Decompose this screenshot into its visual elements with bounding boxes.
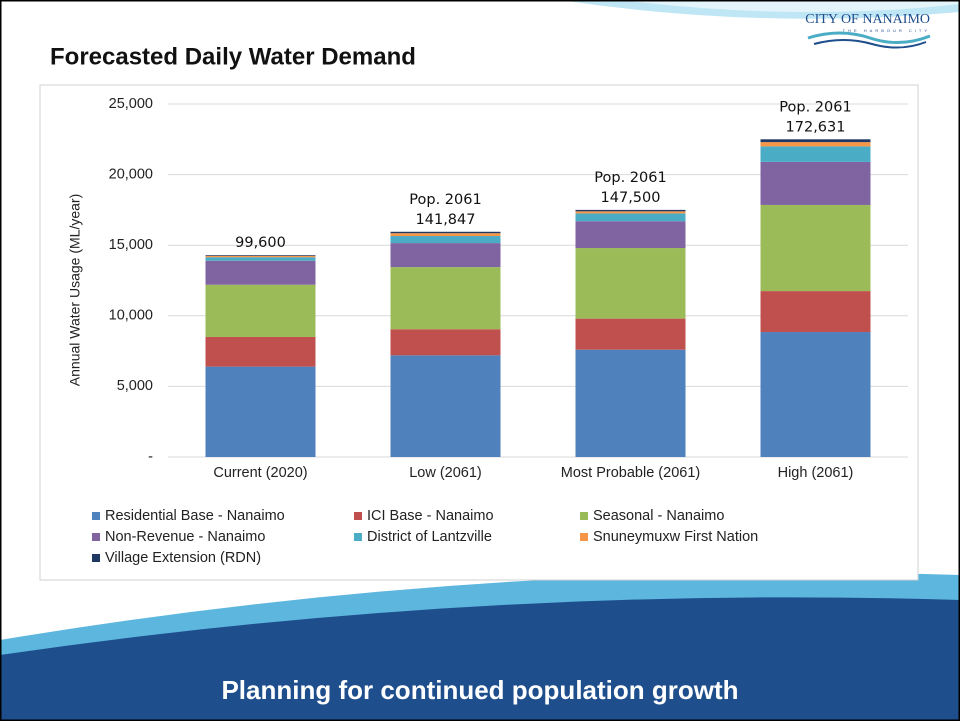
y-tick-label: 5,000 (117, 378, 153, 394)
bar-segment (390, 355, 501, 457)
bar-segment (390, 329, 501, 356)
legend-item: Snuneymuxw First Nation (580, 529, 850, 545)
x-tick-label: High (2061) (777, 465, 854, 481)
legend-label: Village Extension (RDN) (105, 550, 262, 566)
bottom-banner (0, 597, 960, 721)
bar-segment (760, 332, 871, 457)
bar-segment (205, 257, 316, 261)
y-tick-label: 20,000 (109, 166, 153, 182)
bar-segment (205, 284, 316, 337)
bar-segment (760, 146, 871, 162)
bar-segment (760, 291, 871, 333)
bar-annotation: 141,847 (416, 212, 476, 228)
legend-swatch (92, 512, 100, 520)
bar-segment (390, 236, 501, 244)
bar-segment (390, 243, 501, 268)
legend-item: Non-Revenue - Nanaimo (92, 529, 354, 545)
bar-segment (575, 318, 686, 350)
x-tick-label: Current (2020) (213, 465, 308, 481)
bar-segment (575, 349, 686, 457)
legend-item: District of Lantzville (354, 529, 580, 545)
x-tick-label: Low (2061) (409, 465, 482, 481)
legend-label: ICI Base - Nanaimo (367, 508, 494, 524)
bar-segment (205, 255, 316, 258)
legend-label: Non-Revenue - Nanaimo (105, 529, 266, 545)
legend-label: District of Lantzville (367, 529, 492, 545)
bar-segment (390, 267, 501, 330)
legend-swatch (580, 512, 588, 520)
legend-swatch (92, 533, 100, 541)
legend-label: Residential Base - Nanaimo (105, 508, 285, 524)
legend-swatch (92, 554, 100, 562)
slide-footer: Planning for continued population growth (221, 675, 738, 705)
legend-item: Residential Base - Nanaimo (92, 508, 354, 524)
legend-label: Snuneymuxw First Nation (593, 529, 759, 545)
slide-title: Forecasted Daily Water Demand (50, 43, 416, 70)
y-tick-label: 15,000 (109, 237, 153, 253)
bar-segment (575, 248, 686, 319)
bar-segment (390, 233, 501, 237)
top-swoosh-light (620, 0, 960, 13)
logo-name: CITY OF NANAIMO (805, 12, 930, 27)
y-axis-label: Annual Water Usage (ML/year) (67, 194, 83, 386)
bar-annotation: Pop. 2061 (594, 170, 666, 186)
legend-item: Village Extension (RDN) (92, 550, 354, 566)
bar-annotation: 147,500 (601, 190, 661, 206)
bar-annotation: Pop. 2061 (779, 99, 851, 115)
logo-wave (813, 39, 927, 49)
legend-swatch (354, 512, 362, 520)
bar-segment (760, 142, 871, 147)
legend-item: ICI Base - Nanaimo (354, 508, 580, 524)
legend-item: Seasonal - Nanaimo (580, 508, 850, 524)
legend-swatch (580, 533, 588, 541)
legend-label: Seasonal - Nanaimo (593, 508, 725, 524)
bar-segment (575, 221, 686, 249)
bar-annotation: 172,631 (786, 119, 846, 135)
bar-segment (205, 255, 316, 256)
logo-wave (807, 31, 931, 44)
bar-segment (205, 336, 316, 367)
legend: Residential Base - Nanaimo ICI Base - Nan… (92, 508, 850, 566)
bar-segment (760, 139, 871, 143)
bar-segment (575, 209, 686, 212)
y-tick-label: 10,000 (109, 308, 153, 324)
bar-segment (205, 366, 316, 457)
bar-annotation: Pop. 2061 (409, 192, 481, 208)
bar-segment (575, 213, 686, 222)
bar-segment (390, 231, 501, 234)
logo-tagline: THE HARBOUR CITY (843, 28, 930, 33)
x-tick-label: Most Probable (2061) (560, 465, 701, 481)
bar-segment (760, 161, 871, 205)
y-tick-label: - (148, 449, 153, 465)
legend-swatch (354, 533, 362, 541)
bar-segment (205, 260, 316, 285)
bar-annotation: 99,600 (235, 235, 286, 251)
bar-segment (575, 211, 686, 214)
y-tick-label: 25,000 (109, 96, 153, 112)
bar-segment (760, 204, 871, 292)
